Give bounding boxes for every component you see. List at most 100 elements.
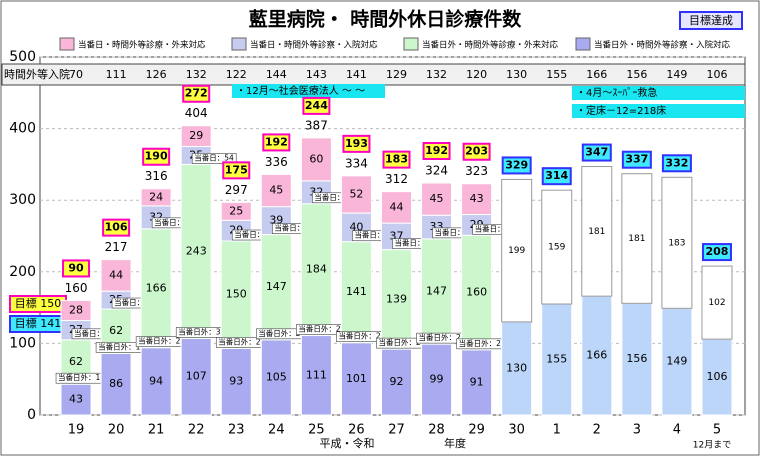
target-box-label: 192 [425, 144, 448, 157]
x-tick-label: 4 [673, 423, 681, 438]
target-box [222, 161, 251, 180]
x-tick-label: 30 [508, 423, 525, 438]
achieved-box-label: 337 [625, 153, 648, 166]
achieved-box-label: 329 [505, 158, 528, 171]
admission-value: 149 [666, 68, 687, 81]
bar-segment [421, 182, 453, 216]
admission-value: 132 [426, 68, 447, 81]
bar-segment [340, 342, 372, 416]
callout: 当番日：56 [154, 217, 194, 227]
legend-label: 当番日・時間外等診察・入院対応 [250, 40, 378, 51]
bar-segment [461, 183, 493, 216]
achieved-box-label: 332 [665, 156, 688, 169]
callout: 当番日：92 [354, 230, 394, 240]
callout: 当番日：81 [395, 238, 435, 248]
segment-label: 139 [386, 292, 407, 305]
bar-segment [381, 191, 412, 224]
callout: 当番日外：242 [338, 331, 390, 341]
admission-value: 70 [69, 68, 83, 81]
segment-label: 160 [466, 286, 487, 299]
legend-swatch [59, 37, 75, 51]
segment-label: 183 [668, 238, 685, 248]
callout: 当番日外：148 [98, 341, 150, 351]
achieved-box [701, 243, 732, 262]
callout: 当番日外：350 [178, 326, 230, 336]
segment-label: 60 [309, 152, 323, 165]
achieved-box [621, 150, 652, 169]
bar-segment [581, 166, 613, 297]
callout: 当番日：55 [74, 328, 114, 338]
callout: 当番日：54 [234, 229, 274, 239]
target-box [462, 142, 491, 161]
x-tick-label: 23 [228, 423, 245, 438]
x-tick-label: 20 [108, 423, 125, 438]
achieved-box-label: 314 [545, 169, 568, 182]
segment-label: 45 [430, 192, 444, 205]
legend-label: 当番日外・時間外等診療・外来対応 [422, 40, 559, 51]
x-tick-label: 2 [593, 423, 601, 438]
annotation: ・定床－12=218床 [576, 104, 666, 117]
segment-label: 166 [586, 349, 607, 362]
bar-segment [541, 189, 573, 305]
segment-label: 105 [266, 370, 287, 383]
callout: 当番日：92 [314, 192, 354, 202]
bar-segment [701, 265, 733, 340]
total-label: 217 [105, 240, 128, 254]
legend-swatch [575, 37, 591, 51]
target-legend: 目標 150 [15, 296, 62, 310]
y-tick-label: 100 [9, 335, 36, 351]
target-box [62, 259, 91, 278]
bar-segment [180, 337, 212, 416]
annotation-box [232, 84, 385, 98]
segment-label: 149 [666, 355, 687, 368]
bar-segment [381, 348, 412, 416]
legend-label: 当番日・時間外等診療・外来対応 [78, 40, 206, 51]
target-box-label: 244 [305, 99, 328, 112]
bar-segment [701, 338, 733, 416]
x-tick-label: 1 [553, 423, 561, 438]
segment-label: 44 [390, 200, 404, 213]
callout: 当番日外：243 [218, 336, 270, 346]
segment-label: 130 [506, 361, 527, 374]
admission-value: 122 [226, 68, 247, 81]
legend-swatch [231, 37, 247, 51]
segment-label: 150 [226, 288, 247, 301]
annotation-box [572, 86, 745, 100]
bar-segment [60, 299, 92, 321]
total-label: 387 [305, 118, 328, 132]
segment-label: 147 [426, 284, 447, 297]
callout: 当番日外：246 [419, 332, 471, 342]
bar-segment [100, 259, 132, 292]
target-legend: 目標 141 [15, 316, 62, 330]
x-tick-label: 25 [308, 423, 325, 438]
callout: 当番日：72 [475, 223, 515, 233]
total-label: 404 [185, 106, 208, 120]
admission-value: 106 [706, 68, 727, 81]
target-box-label: 175 [225, 163, 248, 176]
segment-label: 44 [109, 268, 123, 281]
segment-label: 45 [269, 184, 283, 197]
bar-segment [300, 335, 332, 416]
admission-value: 120 [466, 68, 487, 81]
y-tick-label: 500 [9, 49, 36, 65]
segment-label: 62 [109, 324, 123, 337]
legend-swatch [403, 37, 419, 51]
segment-label: 159 [548, 243, 565, 253]
segment-label: 111 [306, 368, 327, 381]
achieved-legend: 目標達成 [689, 13, 733, 27]
bar-segment [541, 303, 573, 416]
callout: 当番日：69 [114, 297, 154, 307]
callout: 当番日外：260 [138, 336, 190, 346]
x-tick-label: 5 [713, 423, 721, 438]
x-tick-label: 26 [348, 423, 365, 438]
segment-label: 92 [390, 375, 404, 388]
total-label: 324 [425, 164, 448, 178]
target-box [102, 218, 131, 237]
admission-value: 141 [346, 68, 367, 81]
admission-value: 156 [626, 68, 647, 81]
admission-value: 166 [586, 68, 607, 81]
x-tick-label: 24 [268, 423, 285, 438]
segment-label: 243 [186, 244, 207, 257]
annotation: ・4月～ｽｰﾊﾟｰ救急 [576, 86, 657, 99]
admission-value: 132 [186, 68, 207, 81]
